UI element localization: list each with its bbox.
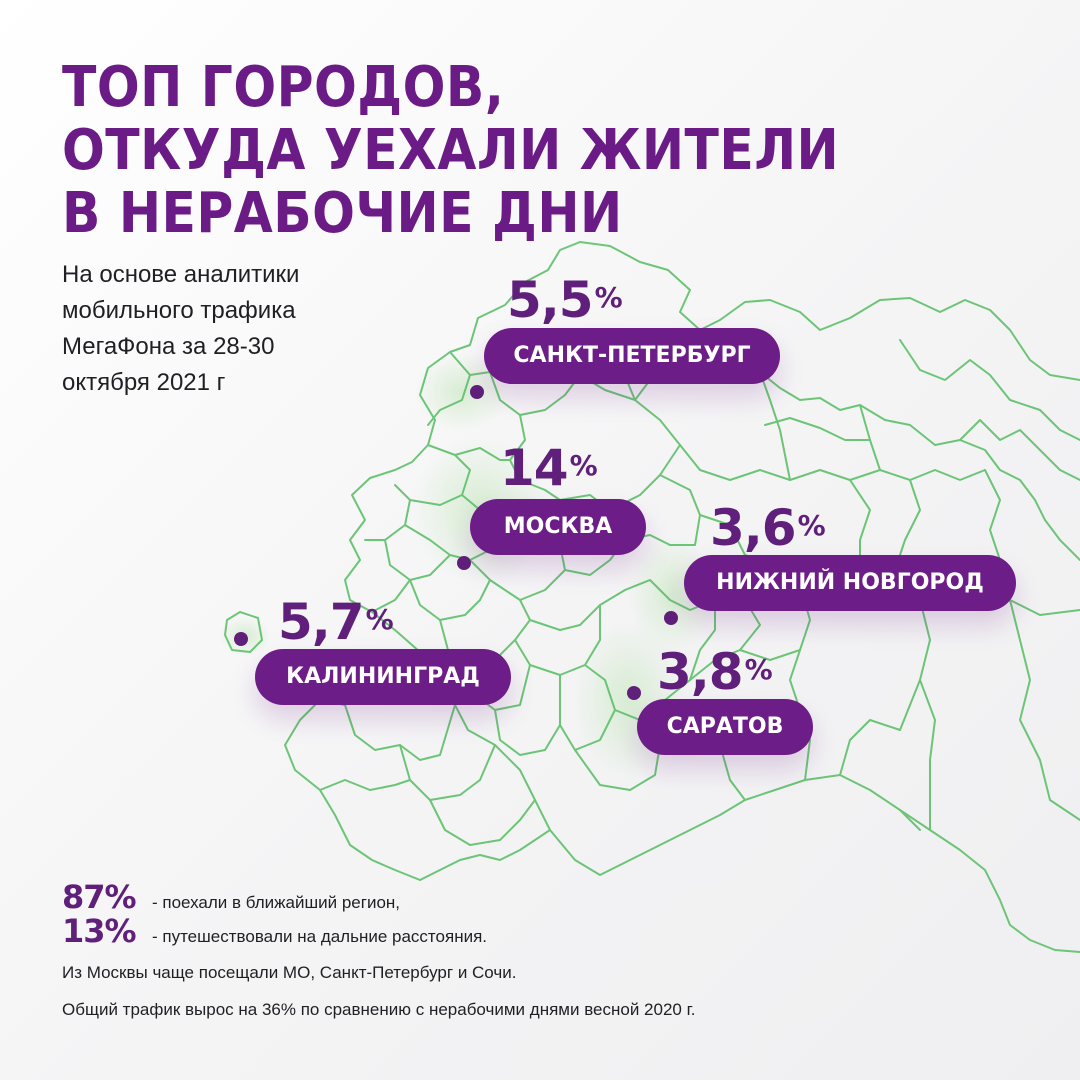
- stat-value-nearby: 87%: [62, 878, 137, 916]
- city-label-kaliningrad[interactable]: КАЛИНИНГРАД: [255, 649, 511, 705]
- title-line-3: В НЕРАБОЧИЕ ДНИ: [62, 181, 623, 246]
- note-traffic-growth: Общий трафик вырос на 36% по сравнению с…: [62, 1000, 696, 1019]
- stat-value-long-distance: 13%: [62, 912, 137, 950]
- subtitle-line-1: На основе аналитики: [62, 261, 300, 288]
- stat-text-nearby: - поехали в ближайший регион,: [152, 893, 401, 912]
- city-dot-saratov[interactable]: [627, 686, 641, 700]
- title-line-1: ТОП ГОРОДОВ,: [62, 55, 505, 120]
- city-label-moscow[interactable]: МОСКВА: [470, 499, 646, 555]
- subtitle: На основе аналитики мобильного трафика М…: [62, 257, 299, 401]
- city-value-kaliningrad: 5,7%: [278, 593, 394, 651]
- page-title: ТОП ГОРОДОВ, ОТКУДА УЕХАЛИ ЖИТЕЛИ В НЕРА…: [62, 56, 839, 245]
- city-label-saratov[interactable]: САРАТОВ: [637, 699, 813, 755]
- stat-text-long-distance: - путешествовали на дальние расстояния.: [152, 927, 488, 946]
- city-dot-moscow[interactable]: [457, 556, 471, 570]
- subtitle-line-4: октября 2021 г: [62, 369, 226, 396]
- city-dot-saint-petersburg[interactable]: [470, 385, 484, 399]
- subtitle-line-3: МегаФона за 28-30: [62, 333, 275, 360]
- note-moscow-destinations: Из Москвы чаще посещали МО, Санкт-Петерб…: [62, 963, 517, 982]
- city-value-nizhny-novgorod: 3,6%: [710, 499, 826, 557]
- title-line-2: ОТКУДА УЕХАЛИ ЖИТЕЛИ: [62, 118, 840, 183]
- subtitle-line-2: мобильного трафика: [62, 297, 296, 324]
- stat-row-long-distance: 13% - путешествовали на дальние расстоян…: [62, 912, 488, 950]
- city-value-saint-petersburg: 5,5%: [507, 271, 623, 329]
- city-label-saint-petersburg[interactable]: САНКТ-ПЕТЕРБУРГ: [484, 328, 780, 384]
- city-value-saratov: 3,8%: [657, 643, 773, 701]
- stat-row-nearby: 87% - поехали в ближайший регион,: [62, 878, 487, 916]
- city-value-moscow: 14%: [500, 439, 598, 497]
- city-dot-nizhny-novgorod[interactable]: [664, 611, 678, 625]
- city-dot-kaliningrad[interactable]: [234, 632, 248, 646]
- city-label-nizhny-novgorod[interactable]: НИЖНИЙ НОВГОРОД: [684, 555, 1016, 611]
- stats-block: 87% - поехали в ближайший регион, 13% - …: [62, 878, 488, 950]
